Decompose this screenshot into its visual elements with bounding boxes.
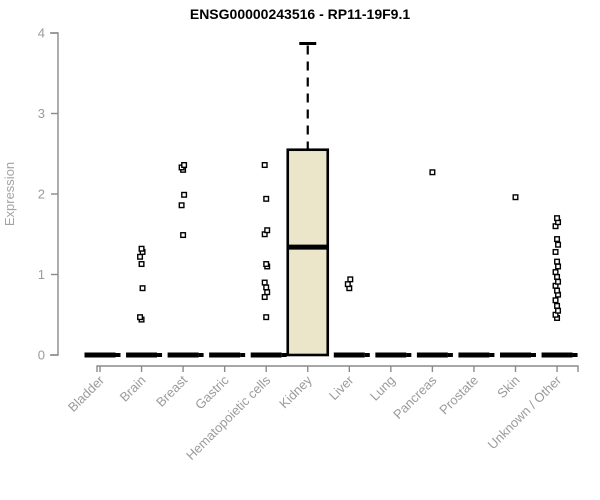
x-category-label: Gastric bbox=[192, 372, 232, 412]
outlier-point bbox=[555, 241, 562, 248]
collapsed-box bbox=[167, 352, 199, 358]
boxplot-skin bbox=[500, 194, 536, 358]
outlier-point bbox=[138, 261, 145, 268]
y-axis-title: Expression bbox=[2, 162, 17, 226]
collapsed-box bbox=[209, 352, 241, 358]
collapsed-box-end bbox=[157, 353, 163, 357]
outlier-point bbox=[554, 215, 561, 222]
collapsed-box-end bbox=[406, 353, 412, 357]
outlier-point bbox=[555, 263, 562, 270]
collapsed-box bbox=[541, 352, 573, 358]
collapsed-box bbox=[250, 352, 282, 358]
x-category-label: Skin bbox=[494, 373, 522, 401]
outlier-point bbox=[554, 258, 561, 265]
outlier-point bbox=[552, 248, 559, 255]
y-tick-label: 4 bbox=[38, 26, 45, 41]
outlier-point bbox=[138, 245, 145, 252]
y-tick-label: 0 bbox=[38, 348, 45, 363]
x-category-label: Liver bbox=[326, 372, 357, 403]
x-category-label: Pancreas bbox=[390, 372, 440, 422]
collapsed-box-end bbox=[572, 353, 578, 357]
x-category-label: Kidney bbox=[276, 372, 315, 411]
collapsed-box bbox=[458, 352, 490, 358]
y-tick-label: 1 bbox=[38, 267, 45, 282]
outlier-point bbox=[261, 279, 268, 286]
outlier-point bbox=[263, 261, 270, 268]
boxplot-lung bbox=[375, 352, 412, 358]
outlier-point bbox=[554, 236, 561, 243]
x-category-label: Prostate bbox=[436, 373, 481, 418]
outlier-point bbox=[555, 307, 562, 314]
collapsed-box-end bbox=[531, 353, 536, 357]
outlier-point bbox=[181, 191, 188, 198]
collapsed-box bbox=[333, 352, 365, 358]
outlier-point bbox=[180, 232, 187, 239]
x-category-label: Bladder bbox=[65, 372, 108, 415]
boxplot-prostate bbox=[458, 352, 495, 358]
outlier-point bbox=[264, 289, 271, 296]
x-category-label: Unknown / Other bbox=[485, 372, 565, 452]
outlier-point bbox=[263, 284, 270, 291]
boxplot-unknown-other bbox=[541, 215, 578, 358]
outlier-point bbox=[263, 195, 270, 202]
outlier-point bbox=[139, 285, 146, 292]
boxplot-bladder bbox=[84, 352, 121, 358]
outlier-point bbox=[261, 162, 268, 169]
y-axis: 0 1 2 3 4 bbox=[38, 26, 59, 363]
collapsed-box bbox=[375, 352, 407, 358]
outlier-point bbox=[344, 281, 351, 288]
boxplot-liver bbox=[333, 276, 370, 358]
collapsed-box-end bbox=[115, 353, 121, 357]
chart-title: ENSG00000243516 - RP11-19F9.1 bbox=[189, 6, 411, 22]
collapsed-box bbox=[84, 352, 116, 358]
outlier-point bbox=[181, 162, 188, 169]
collapsed-box bbox=[500, 352, 531, 358]
y-tick-label: 2 bbox=[38, 187, 45, 202]
box bbox=[286, 148, 330, 357]
outlier-point bbox=[554, 287, 561, 294]
outlier-point bbox=[429, 169, 436, 176]
collapsed-box-end bbox=[364, 353, 370, 357]
boxplot-breast bbox=[167, 162, 204, 358]
collapsed-box bbox=[416, 352, 448, 358]
boxplot-gastric bbox=[209, 352, 246, 358]
outlier-point bbox=[263, 314, 270, 321]
boxplot-pancreas bbox=[416, 169, 453, 358]
outlier-point bbox=[555, 278, 562, 285]
outlier-point bbox=[552, 297, 559, 304]
x-category-label: Breast bbox=[153, 372, 190, 409]
outlier-point bbox=[554, 273, 561, 280]
boxplot-hematopoietic-cells bbox=[250, 162, 287, 358]
outlier-point bbox=[512, 194, 519, 201]
collapsed-box-end bbox=[198, 353, 204, 357]
x-category-label: Brain bbox=[117, 373, 149, 405]
boxplot-kidney bbox=[286, 41, 330, 357]
collapsed-box-end bbox=[281, 353, 287, 357]
outlier-point bbox=[178, 202, 185, 209]
x-category-label: Lung bbox=[367, 373, 398, 404]
y-tick-label: 3 bbox=[38, 106, 45, 121]
outlier-point bbox=[137, 253, 144, 260]
outlier-point bbox=[137, 314, 144, 321]
outlier-point bbox=[261, 294, 268, 301]
collapsed-box-end bbox=[240, 353, 246, 357]
outlier-point bbox=[554, 302, 561, 309]
collapsed-box-end bbox=[447, 353, 453, 357]
collapsed-box bbox=[126, 352, 158, 358]
outlier-point bbox=[552, 269, 559, 276]
outlier-point bbox=[347, 276, 354, 283]
boxplot-brain bbox=[126, 245, 163, 358]
outlier-point bbox=[264, 227, 271, 234]
collapsed-box-end bbox=[489, 353, 495, 357]
